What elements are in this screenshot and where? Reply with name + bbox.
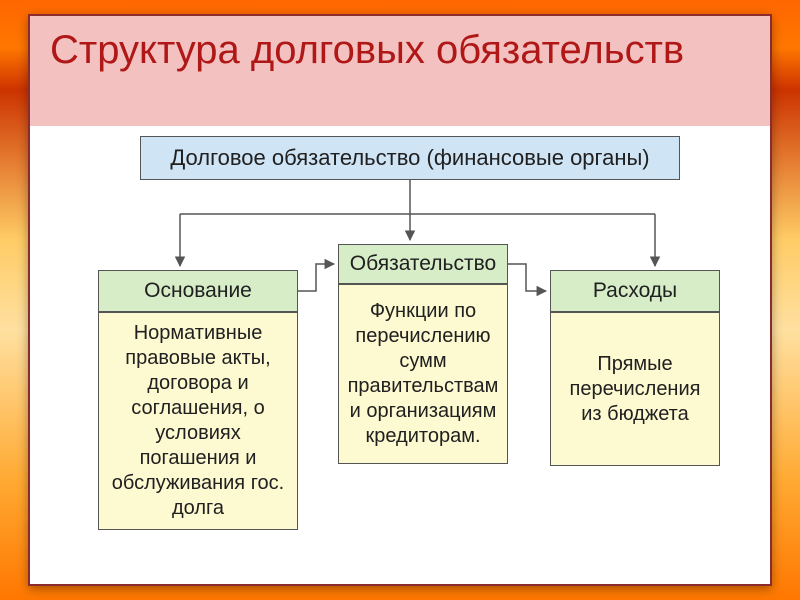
col3-body: Прямые перечисления из бюджета <box>550 312 720 466</box>
top-node: Долговое обязательство (финансовые орган… <box>140 136 680 180</box>
col2-header-label: Обязательство <box>350 252 496 276</box>
col1-body-text: Нормативные правовые акты, договора и со… <box>107 321 289 521</box>
col1-header: Основание <box>98 270 298 312</box>
col2-body: Функции по перечислению сумм правительст… <box>338 284 508 464</box>
top-node-label: Долговое обязательство (финансовые орган… <box>170 145 649 171</box>
col3-body-text: Прямые перечисления из бюджета <box>559 352 711 427</box>
col1-body: Нормативные правовые акты, договора и со… <box>98 312 298 530</box>
col2-body-text: Функции по перечислению сумм правительст… <box>347 299 499 449</box>
col2-header: Обязательство <box>338 244 508 284</box>
col1-header-label: Основание <box>144 279 252 303</box>
col3-header: Расходы <box>550 270 720 312</box>
slide-frame: Структура долговых обязательств Долговое… <box>28 14 772 586</box>
col3-header-label: Расходы <box>593 279 677 303</box>
title-band: Структура долговых обязательств <box>30 16 770 126</box>
slide-title: Структура долговых обязательств <box>50 28 750 72</box>
